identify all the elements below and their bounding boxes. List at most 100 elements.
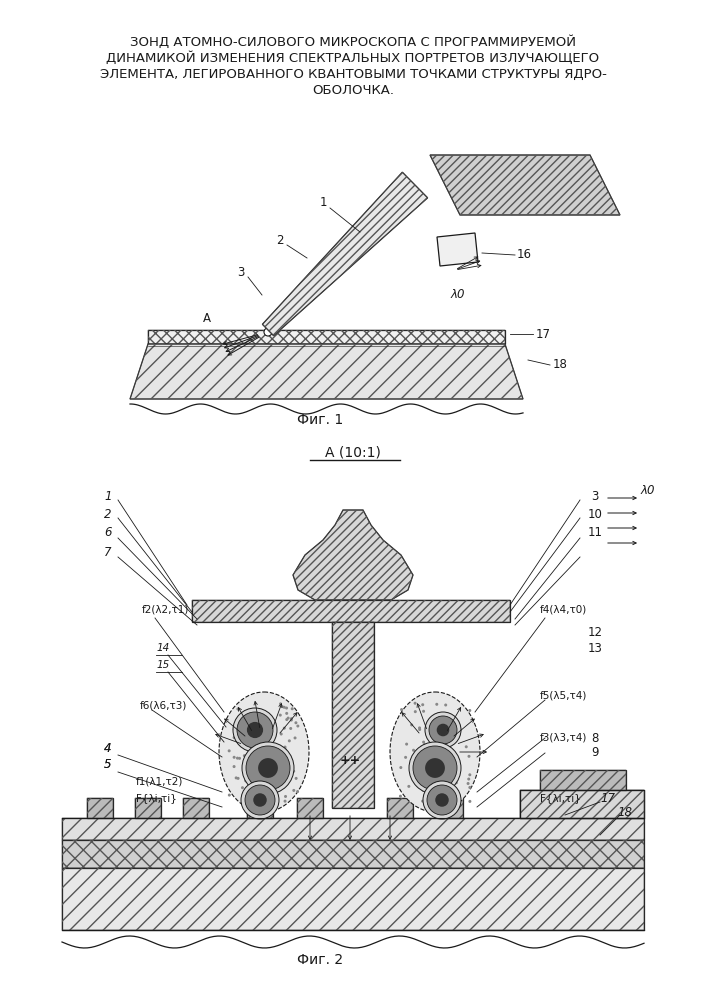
Circle shape — [237, 712, 273, 748]
Polygon shape — [540, 770, 626, 790]
Circle shape — [243, 736, 246, 739]
Text: 1: 1 — [104, 489, 112, 502]
Circle shape — [421, 760, 424, 763]
Circle shape — [468, 773, 472, 776]
Circle shape — [247, 722, 263, 738]
Circle shape — [459, 728, 462, 731]
Circle shape — [431, 745, 434, 748]
Text: ++: ++ — [339, 754, 361, 766]
Text: 11: 11 — [588, 526, 602, 540]
Circle shape — [264, 328, 272, 336]
Circle shape — [292, 789, 296, 792]
Polygon shape — [247, 798, 273, 818]
Circle shape — [244, 762, 247, 765]
Circle shape — [464, 745, 468, 748]
Circle shape — [469, 800, 472, 803]
Text: F{λi,τi}: F{λi,τi} — [136, 793, 177, 803]
Circle shape — [442, 758, 445, 761]
Text: f3(λ3,τ4): f3(λ3,τ4) — [540, 733, 588, 743]
Circle shape — [443, 793, 446, 796]
Text: 16: 16 — [517, 248, 532, 261]
Text: 10: 10 — [588, 508, 602, 520]
Circle shape — [440, 744, 444, 747]
Polygon shape — [430, 155, 620, 215]
Text: 5: 5 — [104, 758, 112, 772]
Circle shape — [241, 786, 244, 789]
Circle shape — [290, 719, 293, 722]
Circle shape — [425, 712, 461, 748]
Circle shape — [288, 739, 291, 742]
Circle shape — [245, 779, 248, 782]
Circle shape — [285, 712, 288, 715]
Circle shape — [409, 742, 461, 794]
Circle shape — [452, 775, 455, 778]
Circle shape — [420, 745, 423, 748]
Circle shape — [273, 771, 276, 774]
Circle shape — [233, 708, 277, 752]
Circle shape — [250, 736, 252, 739]
Circle shape — [455, 758, 458, 761]
Text: 1: 1 — [320, 196, 327, 210]
Text: 2: 2 — [104, 508, 112, 520]
Circle shape — [285, 707, 288, 710]
Polygon shape — [135, 798, 161, 818]
Circle shape — [453, 759, 457, 762]
Ellipse shape — [390, 692, 480, 812]
Circle shape — [236, 708, 240, 711]
Circle shape — [440, 755, 443, 758]
Circle shape — [404, 756, 407, 759]
Circle shape — [269, 755, 272, 758]
Circle shape — [452, 764, 455, 767]
Circle shape — [280, 733, 283, 736]
Text: Фиг. 2: Фиг. 2 — [297, 953, 343, 967]
Circle shape — [294, 721, 298, 724]
Circle shape — [445, 761, 448, 764]
Circle shape — [242, 742, 294, 794]
Polygon shape — [192, 600, 510, 622]
Circle shape — [288, 776, 291, 779]
Circle shape — [452, 771, 455, 774]
Circle shape — [412, 749, 415, 752]
Circle shape — [423, 788, 426, 791]
Circle shape — [279, 714, 282, 717]
Circle shape — [233, 736, 235, 739]
Text: ЗОНД АТОМНО-СИЛОВОГО МИКРОСКОПА С ПРОГРАММИРУЕМОЙ: ЗОНД АТОМНО-СИЛОВОГО МИКРОСКОПА С ПРОГРА… — [130, 35, 576, 49]
Circle shape — [450, 788, 452, 791]
Circle shape — [238, 757, 241, 760]
Circle shape — [289, 727, 292, 730]
Circle shape — [237, 777, 240, 780]
Circle shape — [275, 781, 278, 784]
Text: f1(λ1,τ2): f1(λ1,τ2) — [136, 777, 183, 787]
Circle shape — [236, 757, 239, 760]
Text: ДИНАМИКОЙ ИЗМЕНЕНИЯ СПЕКТРАЛЬНЫХ ПОРТРЕТОВ ИЗЛУЧАЮЩЕГО: ДИНАМИКОЙ ИЗМЕНЕНИЯ СПЕКТРАЛЬНЫХ ПОРТРЕТ… — [107, 51, 600, 65]
Circle shape — [275, 761, 278, 764]
Circle shape — [443, 800, 446, 803]
Circle shape — [429, 716, 457, 744]
Text: 5: 5 — [104, 758, 112, 772]
Text: 17: 17 — [535, 328, 551, 340]
Circle shape — [250, 741, 254, 744]
Circle shape — [444, 704, 448, 707]
Circle shape — [228, 794, 231, 797]
Circle shape — [290, 717, 293, 720]
Circle shape — [443, 755, 446, 758]
Circle shape — [436, 703, 438, 706]
Polygon shape — [262, 172, 428, 336]
Circle shape — [268, 753, 271, 756]
Text: А: А — [203, 312, 211, 324]
Circle shape — [448, 772, 451, 775]
Polygon shape — [62, 840, 644, 868]
Circle shape — [281, 705, 284, 708]
Text: 3: 3 — [238, 265, 245, 278]
Text: 3: 3 — [591, 489, 599, 502]
Polygon shape — [332, 622, 374, 808]
Text: 17: 17 — [600, 792, 616, 804]
Circle shape — [248, 791, 251, 794]
Circle shape — [416, 761, 419, 764]
Circle shape — [423, 781, 461, 819]
Circle shape — [438, 786, 441, 789]
Polygon shape — [293, 510, 413, 600]
Circle shape — [410, 723, 413, 726]
Circle shape — [427, 785, 457, 815]
Circle shape — [429, 735, 433, 738]
